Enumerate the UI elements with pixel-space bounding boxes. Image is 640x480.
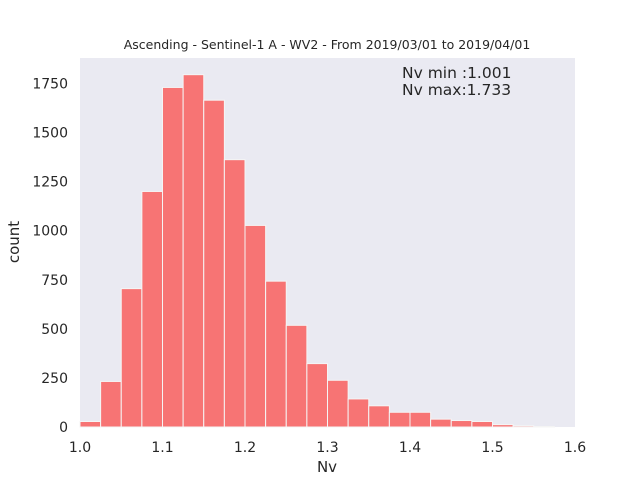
- histogram-bar: [182, 74, 205, 428]
- histogram-bar: [203, 99, 225, 428]
- x-tick-label: 1.5: [481, 440, 503, 456]
- histogram-bar: [223, 159, 246, 428]
- y-tick-label: 1500: [32, 126, 68, 142]
- histogram-bar: [79, 421, 102, 428]
- histogram-bar: [347, 398, 370, 428]
- histogram-bar: [162, 86, 184, 428]
- histogram-bar: [368, 405, 390, 428]
- histogram-bar: [285, 324, 308, 428]
- x-tick-label: 1.6: [564, 440, 586, 456]
- histogram-bar: [492, 424, 514, 428]
- histogram-bar: [430, 418, 452, 428]
- histogram-bar: [450, 420, 473, 428]
- y-tick-label: 750: [41, 273, 68, 289]
- histogram-bar: [388, 411, 411, 428]
- annotation-nv-max: Nv max:1.733: [402, 81, 511, 99]
- bars-group: [79, 74, 555, 428]
- x-tick-label: 1.0: [69, 440, 91, 456]
- histogram-bar: [100, 380, 122, 428]
- x-tick-label: 1.3: [316, 440, 338, 456]
- y-tick-label: 500: [41, 322, 68, 338]
- x-axis-label: Nv: [317, 458, 337, 476]
- x-tick-labels: 1.0 1.1 1.2 1.3 1.4 1.5 1.6: [69, 440, 586, 456]
- histogram-bar: [512, 425, 535, 428]
- histogram-bar: [244, 224, 267, 428]
- x-tick-label: 1.1: [151, 440, 173, 456]
- histogram-bar: [471, 421, 493, 428]
- histogram-bar: [409, 411, 432, 428]
- histogram-bar: [120, 288, 143, 428]
- histogram-bar: [327, 379, 349, 428]
- y-tick-label: 0: [59, 420, 68, 436]
- y-tick-label: 1250: [32, 175, 68, 191]
- histogram-bar: [265, 280, 287, 428]
- histogram-bar: [306, 363, 328, 428]
- y-axis-label: count: [5, 221, 23, 263]
- x-tick-label: 1.2: [234, 440, 256, 456]
- annotation-nv-min: Nv min :1.001: [402, 64, 511, 82]
- y-tick-labels: 0 250 500 750 1000 1250 1500 1750: [32, 77, 68, 436]
- y-tick-label: 250: [41, 371, 68, 387]
- x-tick-label: 1.4: [399, 440, 421, 456]
- chart-title: Ascending - Sentinel-1 A - WV2 - From 20…: [124, 37, 531, 52]
- histogram-bar: [141, 190, 163, 428]
- y-tick-label: 1000: [32, 224, 68, 240]
- y-tick-label: 1750: [32, 77, 68, 93]
